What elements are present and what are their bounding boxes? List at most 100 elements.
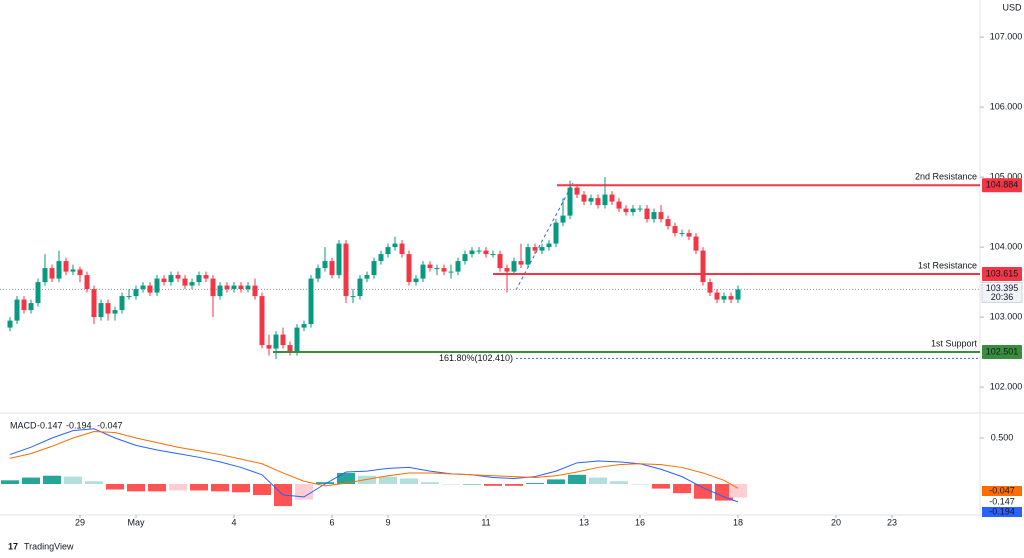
candle-body bbox=[497, 254, 503, 269]
candle-body bbox=[567, 187, 573, 216]
candle-body bbox=[623, 208, 629, 213]
candle-body bbox=[343, 243, 349, 297]
brand: 17 TradingView bbox=[8, 541, 74, 551]
candle-body bbox=[42, 268, 48, 283]
histogram-bar bbox=[652, 483, 671, 489]
candle-body bbox=[518, 261, 524, 265]
candle-body bbox=[336, 243, 342, 276]
candle-body bbox=[658, 212, 664, 220]
y-tick-label: 104.000 bbox=[990, 241, 1023, 251]
level-value: 104.884 bbox=[986, 180, 1019, 190]
y-tick-label: 105.000 bbox=[990, 171, 1023, 181]
histogram-bar bbox=[400, 478, 419, 484]
candle-body bbox=[161, 278, 167, 283]
candle-body bbox=[714, 292, 720, 300]
histogram-bar bbox=[64, 476, 83, 484]
candle-body bbox=[532, 247, 538, 251]
level-label: 1st Support bbox=[931, 338, 978, 348]
candle-body bbox=[119, 296, 125, 311]
legend-value: -0.047 bbox=[97, 420, 123, 430]
candle-body bbox=[112, 310, 118, 314]
countdown: 20:36 bbox=[991, 292, 1014, 302]
candle-body bbox=[539, 247, 545, 251]
candle-body bbox=[210, 278, 216, 297]
histogram-bar bbox=[421, 482, 440, 484]
candle-body bbox=[49, 268, 55, 279]
candle-body bbox=[364, 275, 370, 279]
x-tick-label: 9 bbox=[386, 517, 391, 527]
x-tick-label: 16 bbox=[635, 517, 645, 527]
candle-body bbox=[175, 275, 181, 279]
candle-body bbox=[483, 250, 489, 255]
candle-body bbox=[434, 268, 440, 270]
level-label: 161.80%(102.410) bbox=[439, 353, 513, 363]
candle-body bbox=[595, 198, 601, 206]
histogram-bar bbox=[589, 477, 608, 484]
histogram-bar bbox=[316, 482, 335, 484]
indicator-title: MACD bbox=[10, 420, 37, 430]
x-tick-label: 18 bbox=[733, 517, 743, 527]
candle-body bbox=[28, 303, 34, 311]
histogram-bar bbox=[379, 476, 398, 484]
x-tick-label: 11 bbox=[481, 517, 490, 527]
x-tick-label: 6 bbox=[330, 517, 335, 527]
candle-body bbox=[371, 261, 377, 276]
x-tick-label: 20 bbox=[831, 517, 841, 527]
candle-body bbox=[329, 261, 335, 276]
histogram-bar bbox=[85, 481, 104, 484]
histogram-bar bbox=[484, 483, 503, 486]
value-box-label: -0.147 bbox=[989, 496, 1015, 506]
candle-body bbox=[301, 324, 307, 328]
level-value: 102.501 bbox=[986, 346, 1019, 356]
candle-body bbox=[63, 261, 69, 272]
candle-body bbox=[21, 299, 27, 311]
candle-body bbox=[7, 320, 13, 328]
x-tick-label: 4 bbox=[232, 517, 237, 527]
level-value-box bbox=[982, 267, 1022, 282]
candle-body bbox=[651, 212, 657, 220]
value-box-label: -0.194 bbox=[989, 506, 1015, 516]
level-value: 103.615 bbox=[986, 268, 1019, 278]
candle-body bbox=[630, 208, 636, 213]
value-box bbox=[982, 486, 1022, 496]
candle-body bbox=[147, 285, 153, 293]
candle-body bbox=[35, 282, 41, 304]
candle-body bbox=[406, 254, 412, 283]
candle-body bbox=[665, 219, 671, 227]
value-box bbox=[982, 507, 1022, 517]
candle-body bbox=[252, 285, 258, 297]
brand-name: TradingView bbox=[24, 541, 74, 551]
y-tick-label: 106.000 bbox=[990, 101, 1023, 111]
candle-body bbox=[196, 275, 202, 283]
histogram-bar bbox=[526, 483, 545, 484]
candle-body bbox=[644, 208, 650, 220]
histogram-bar bbox=[295, 483, 314, 500]
candle-body bbox=[315, 268, 321, 279]
candle-body bbox=[84, 275, 90, 290]
currency: USD bbox=[1002, 2, 1022, 12]
y-tick-label: 103.000 bbox=[990, 311, 1023, 321]
y-tick-label: 107.000 bbox=[990, 31, 1023, 41]
level-label: 2nd Resistance bbox=[915, 172, 977, 182]
candle-body bbox=[672, 226, 678, 234]
histogram-bar bbox=[610, 481, 629, 484]
candle-body bbox=[280, 334, 286, 346]
candle-body bbox=[98, 303, 104, 318]
macd-line bbox=[9, 428, 739, 503]
fib-trend-line bbox=[515, 182, 574, 291]
histogram-bar bbox=[547, 479, 566, 484]
histogram-bar bbox=[169, 483, 188, 491]
histogram-bar bbox=[729, 483, 748, 498]
histogram-bar bbox=[715, 483, 734, 501]
histogram-bar bbox=[43, 475, 62, 484]
histogram-bar bbox=[127, 483, 146, 492]
histogram-bar bbox=[211, 483, 230, 492]
candle-body bbox=[245, 285, 251, 290]
candle-body bbox=[70, 269, 76, 272]
candle-body bbox=[679, 233, 685, 235]
candle-body bbox=[588, 198, 594, 202]
candle-body bbox=[735, 289, 741, 300]
last-price: 103.395 bbox=[986, 283, 1019, 293]
histogram-bar bbox=[442, 483, 461, 485]
macd-line bbox=[9, 431, 739, 489]
